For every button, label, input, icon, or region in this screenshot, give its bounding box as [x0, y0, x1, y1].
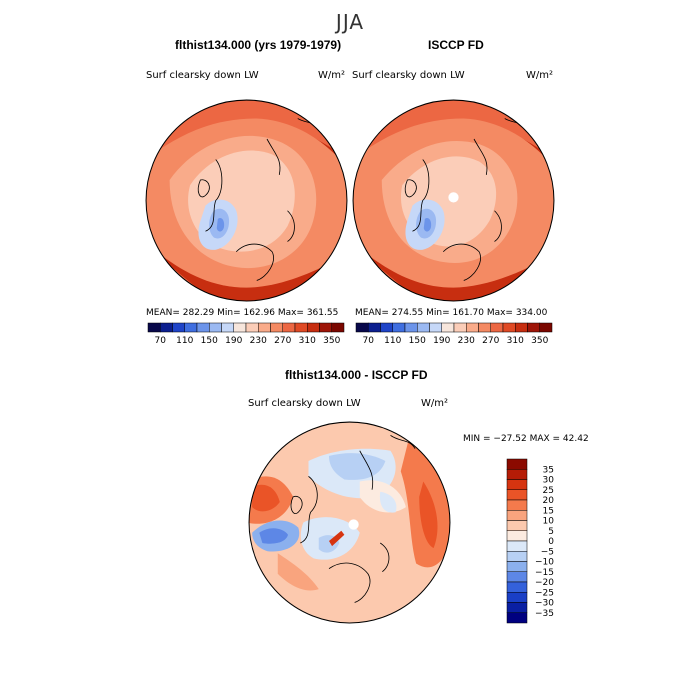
- panel2-colorbar-tick-label: 270: [482, 336, 499, 344]
- panel1-colorbar-tick-label: 110: [176, 336, 193, 344]
- panel1-colorbar-tick-label: 150: [201, 336, 218, 344]
- panel3-stats: MIN = −27.52 MAX = 42.42: [463, 434, 589, 444]
- panel1-colorbar-swatch: [245, 322, 259, 333]
- panel3-colorbar-swatch: [506, 510, 528, 521]
- panel2-colorbar-swatch: [527, 322, 540, 333]
- panel2-units-label: W/m²: [526, 70, 554, 81]
- panel3-colorbar-swatch: [506, 581, 528, 593]
- panel1-colorbar-tick-label: 350: [323, 336, 340, 344]
- panel2-colorbar-swatch: [466, 322, 479, 333]
- panel3-colorbar-tick-label: 0: [548, 537, 554, 547]
- panel1-colorbar-swatch: [307, 322, 320, 333]
- panel3-colorbar-tick-label: −5: [541, 547, 554, 557]
- panel1-colorbar-swatch: [184, 322, 198, 333]
- panel3-colorbar-tick-label: −25: [535, 588, 554, 598]
- panel1-colorbar-swatch: [270, 322, 283, 333]
- panel3-colorbar-tick-label: 10: [543, 517, 555, 527]
- panel2-colorbar-swatch: [453, 322, 467, 333]
- panel2-stats: MEAN= 274.55 Min= 161.70 Max= 334.00: [355, 308, 548, 318]
- panel1-colorbar-swatch: [282, 322, 296, 333]
- panel2-colorbar-swatch: [368, 322, 381, 333]
- panel3-colorbar-tick-label: 30: [543, 476, 555, 486]
- panel3-colorbar-tick-label: −30: [535, 599, 554, 609]
- panel2-colorbar: 70 110 150 190 230 270 310 350: [355, 322, 553, 344]
- panel3-colorbar-swatch: [506, 571, 528, 583]
- panel2-colorbar-swatch: [539, 322, 553, 333]
- panel3-colorbar-tick-label: −35: [535, 609, 554, 619]
- panel1-colorbar-swatch: [258, 322, 271, 333]
- panel3-colorbar-swatch: [506, 469, 528, 480]
- panel3-colorbar-swatch: [506, 540, 528, 552]
- panel2-colorbar-swatch: [490, 322, 504, 333]
- panel3-map: [248, 421, 451, 624]
- panel1-colorbar-tick-label: 70: [155, 336, 167, 344]
- panel3-colorbar-tick-label: −15: [535, 568, 554, 578]
- panel3-colorbar-swatch: [506, 458, 528, 470]
- panel1-colorbar-swatch: [233, 322, 247, 333]
- panel3-units-label: W/m²: [421, 398, 449, 409]
- panel3-colorbar-swatch: [506, 479, 528, 490]
- panel3-colorbar-swatch: [506, 551, 528, 562]
- panel1-colorbar-tick-label: 190: [225, 336, 242, 344]
- panel1-map: [145, 99, 348, 302]
- panel1-stats: MEAN= 282.29 Min= 162.96 Max= 361.55: [146, 308, 339, 318]
- panel3-colorbar-tick-label: 20: [543, 496, 555, 506]
- panel2-colorbar-swatch: [429, 322, 442, 333]
- panel2-colorbar-tick-label: 70: [363, 336, 375, 344]
- panel3-colorbar-swatch: [506, 592, 528, 603]
- panel1-title: flthist134.000 (yrs 1979-1979): [175, 38, 342, 52]
- panel3-colorbar-tick-label: −20: [535, 578, 554, 588]
- panel2-colorbar-swatch: [355, 322, 369, 333]
- panel2-variable-label: Surf clearsky down LW: [352, 70, 465, 81]
- panel2-colorbar-swatch: [502, 322, 516, 333]
- panel2-title: ISCCP FD: [428, 38, 484, 52]
- panel1-colorbar-swatch: [196, 322, 210, 333]
- panel3-colorbar-swatch: [506, 520, 528, 531]
- panel2-colorbar-swatch: [441, 322, 455, 333]
- panel3-colorbar-tick-label: 35: [543, 465, 554, 475]
- panel3-colorbar-tick-label: 25: [543, 486, 554, 496]
- panel1-colorbar-tick-label: 310: [299, 336, 316, 344]
- panel3-colorbar-tick-label: 15: [543, 506, 554, 516]
- panel1-colorbar-swatch: [147, 322, 161, 333]
- panel1-colorbar-swatch: [172, 322, 185, 333]
- panel2-colorbar-swatch: [417, 322, 430, 333]
- panel1-colorbar-swatch: [294, 322, 308, 333]
- panel1-colorbar: 70 110 150 190 230 270 310 350: [147, 322, 345, 344]
- panel2-colorbar-tick-label: 150: [409, 336, 426, 344]
- panel1-colorbar-swatch: [209, 322, 222, 333]
- figure-title: JJA: [335, 10, 365, 34]
- panel2-colorbar-tick-label: 350: [531, 336, 548, 344]
- panel2-colorbar-swatch: [478, 322, 491, 333]
- panel2-colorbar-tick-label: 230: [458, 336, 475, 344]
- panel3-colorbar-swatch: [506, 499, 528, 511]
- panel2-colorbar-swatch: [404, 322, 418, 333]
- panel1-colorbar-tick-label: 270: [274, 336, 291, 344]
- panel3-colorbar-tick-label: 5: [548, 527, 554, 537]
- panel3-colorbar-swatch: [506, 602, 528, 613]
- panel1-units-label: W/m²: [318, 70, 346, 81]
- panel3-colorbar-swatch: [506, 530, 528, 542]
- panel2-colorbar-swatch: [515, 322, 528, 333]
- panel1-colorbar-tick-label: 230: [250, 336, 267, 344]
- panel3-colorbar-tick-label: −10: [535, 558, 554, 568]
- panel3-colorbar-swatch: [506, 612, 528, 624]
- panel2-colorbar-tick-label: 310: [507, 336, 524, 344]
- panel3-colorbar-swatch: [506, 489, 528, 501]
- panel2-colorbar-tick-label: 110: [384, 336, 401, 344]
- panel1-colorbar-swatch: [319, 322, 332, 333]
- panel3-title: flthist134.000 - ISCCP FD: [285, 368, 428, 382]
- panel2-colorbar-tick-label: 190: [433, 336, 450, 344]
- panel1-colorbar-swatch: [221, 322, 234, 333]
- panel1-colorbar-swatch: [331, 322, 345, 333]
- panel3-variable-label: Surf clearsky down LW: [248, 398, 361, 409]
- panel2-colorbar-swatch: [392, 322, 406, 333]
- panel2-colorbar-swatch: [380, 322, 393, 333]
- panel2-map: [352, 99, 555, 302]
- panel1-variable-label: Surf clearsky down LW: [146, 70, 259, 81]
- panel1-colorbar-swatch: [160, 322, 173, 333]
- panel3-colorbar-swatch: [506, 561, 528, 572]
